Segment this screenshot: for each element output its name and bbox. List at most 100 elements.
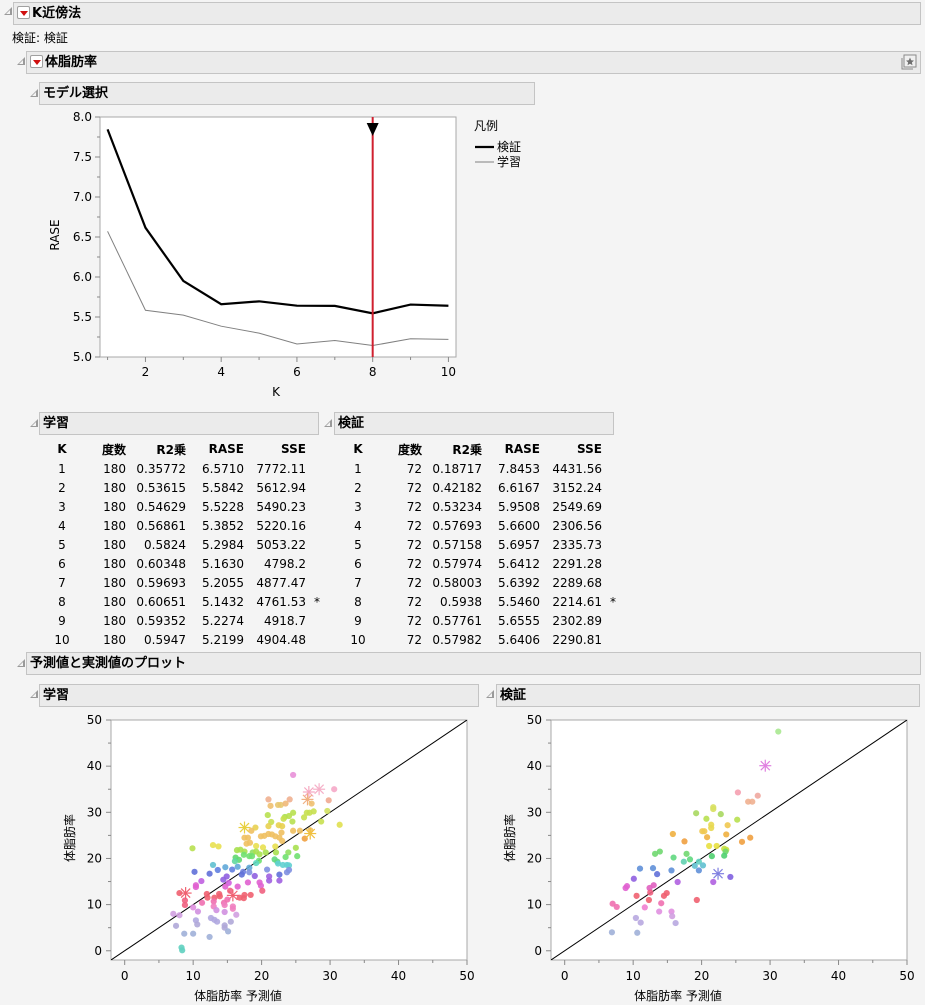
- table-cell: 1: [354, 461, 362, 476]
- data-point: [290, 771, 297, 779]
- data-point: [318, 818, 325, 825]
- table-cell: 72: [406, 461, 422, 476]
- data-point: [198, 877, 205, 885]
- table-cell: 72: [406, 575, 422, 590]
- star-marker: [759, 759, 772, 772]
- data-point: [227, 918, 234, 925]
- data-point: [294, 853, 301, 860]
- y-tick-label: 7.5: [73, 150, 92, 164]
- table-cell: 5.2984: [202, 537, 244, 552]
- table-cell: 3: [58, 499, 66, 514]
- table-cell: 5.6555: [498, 613, 540, 628]
- data-point: [265, 823, 272, 830]
- y-tick-label: 8.0: [73, 110, 92, 124]
- table-cell: 180: [103, 480, 126, 495]
- data-point: [223, 873, 230, 880]
- y-tick-label: 5.0: [73, 350, 92, 364]
- data-point: [279, 837, 286, 845]
- x-tick-label: 40: [391, 969, 406, 983]
- red-triangle-menu-icon[interactable]: [30, 55, 43, 68]
- table-cell: 4: [58, 518, 66, 533]
- data-point: [630, 875, 637, 882]
- validation-label: 検証: 検証: [12, 31, 68, 45]
- y-axis: 5.0 5.5 6.0 6.5 7.0 7.5 8.0: [73, 110, 100, 364]
- data-point: [190, 904, 197, 911]
- disclosure-icon[interactable]: [4, 7, 12, 15]
- table-cell: 0.60651: [136, 594, 186, 609]
- table-cell: 6.6167: [498, 480, 540, 495]
- table-cell: 6: [354, 556, 362, 571]
- data-point: [681, 838, 688, 845]
- red-triangle-menu-icon[interactable]: [17, 6, 30, 19]
- table-cell: 5.6392: [498, 575, 540, 590]
- table-header-row: K 度数 R2乗 RASE SSE: [346, 439, 618, 459]
- legend-title: 凡例: [474, 119, 498, 133]
- data-point: [229, 866, 236, 873]
- data-point: [670, 854, 677, 861]
- data-point: [224, 896, 231, 903]
- disclosure-icon[interactable]: [324, 419, 332, 427]
- data-point: [262, 849, 269, 856]
- best-marker: [306, 611, 322, 630]
- y-tick-label: 10: [527, 898, 542, 912]
- table-cell: 72: [406, 480, 422, 495]
- data-point: [176, 912, 183, 919]
- data-point: [622, 884, 629, 892]
- data-point: [695, 858, 702, 865]
- data-point: [669, 913, 676, 920]
- y-tick-label: 20: [87, 851, 102, 865]
- table-cell: 5.1630: [202, 556, 244, 571]
- table-cell: 7: [354, 575, 362, 590]
- table-cell: 0.57693: [432, 518, 482, 533]
- plot-frame: [99, 116, 457, 358]
- training-table-title: 学習: [43, 416, 70, 431]
- data-point: [724, 822, 731, 829]
- data-point: [257, 882, 265, 889]
- x-tick-label: 0: [561, 969, 569, 983]
- disclosure-icon[interactable]: [30, 419, 38, 427]
- data-point: [717, 811, 724, 818]
- table-cell: 0.35772: [136, 461, 186, 476]
- data-point: [713, 842, 720, 850]
- pred-train-title: 学習: [43, 688, 70, 703]
- data-point: [668, 867, 675, 874]
- data-point: [276, 871, 283, 878]
- table-cell: 72: [406, 594, 422, 609]
- table-cell: 2549.69: [552, 499, 602, 514]
- data-point: [641, 904, 648, 911]
- table-cell: 4904.48: [256, 632, 306, 647]
- table-cell: 3152.24: [552, 480, 602, 495]
- disclosure-icon[interactable]: [17, 659, 25, 667]
- disclosure-icon[interactable]: [486, 690, 494, 698]
- table-cell: 2302.89: [552, 613, 602, 628]
- star-report-icon[interactable]: [899, 54, 919, 72]
- table-row: 4 72 0.57693 5.6600 2306.56: [346, 516, 618, 535]
- data-point: [650, 882, 657, 889]
- disclosure-icon[interactable]: [17, 57, 25, 65]
- data-point: [192, 883, 199, 891]
- table-row: 8 72 0.5938 5.5460 2214.61 *: [346, 592, 618, 611]
- x-tick-label: 20: [254, 969, 269, 983]
- table-cell: 4: [354, 518, 362, 533]
- x-axis-label: K: [272, 385, 281, 399]
- column-header: SSE: [281, 442, 306, 456]
- data-point: [647, 889, 654, 896]
- legend: 凡例 検証 学習: [474, 119, 521, 169]
- data-point: [181, 897, 189, 904]
- table-cell: 5.3852: [202, 518, 244, 533]
- disclosure-icon[interactable]: [30, 89, 38, 97]
- best-marker: [306, 516, 322, 535]
- table-cell: 72: [406, 632, 422, 647]
- data-point: [267, 802, 274, 809]
- validation-line: [106, 128, 449, 315]
- data-point: [613, 903, 620, 911]
- disclosure-icon[interactable]: [30, 690, 38, 698]
- data-point: [265, 796, 272, 803]
- k-selector-handle-icon[interactable]: [366, 123, 379, 136]
- table-cell: 72: [406, 499, 422, 514]
- table-cell: 5.5228: [202, 499, 244, 514]
- best-marker: [602, 516, 618, 535]
- table-cell: 180: [103, 613, 126, 628]
- data-point: [325, 797, 332, 804]
- table-cell: 180: [103, 594, 126, 609]
